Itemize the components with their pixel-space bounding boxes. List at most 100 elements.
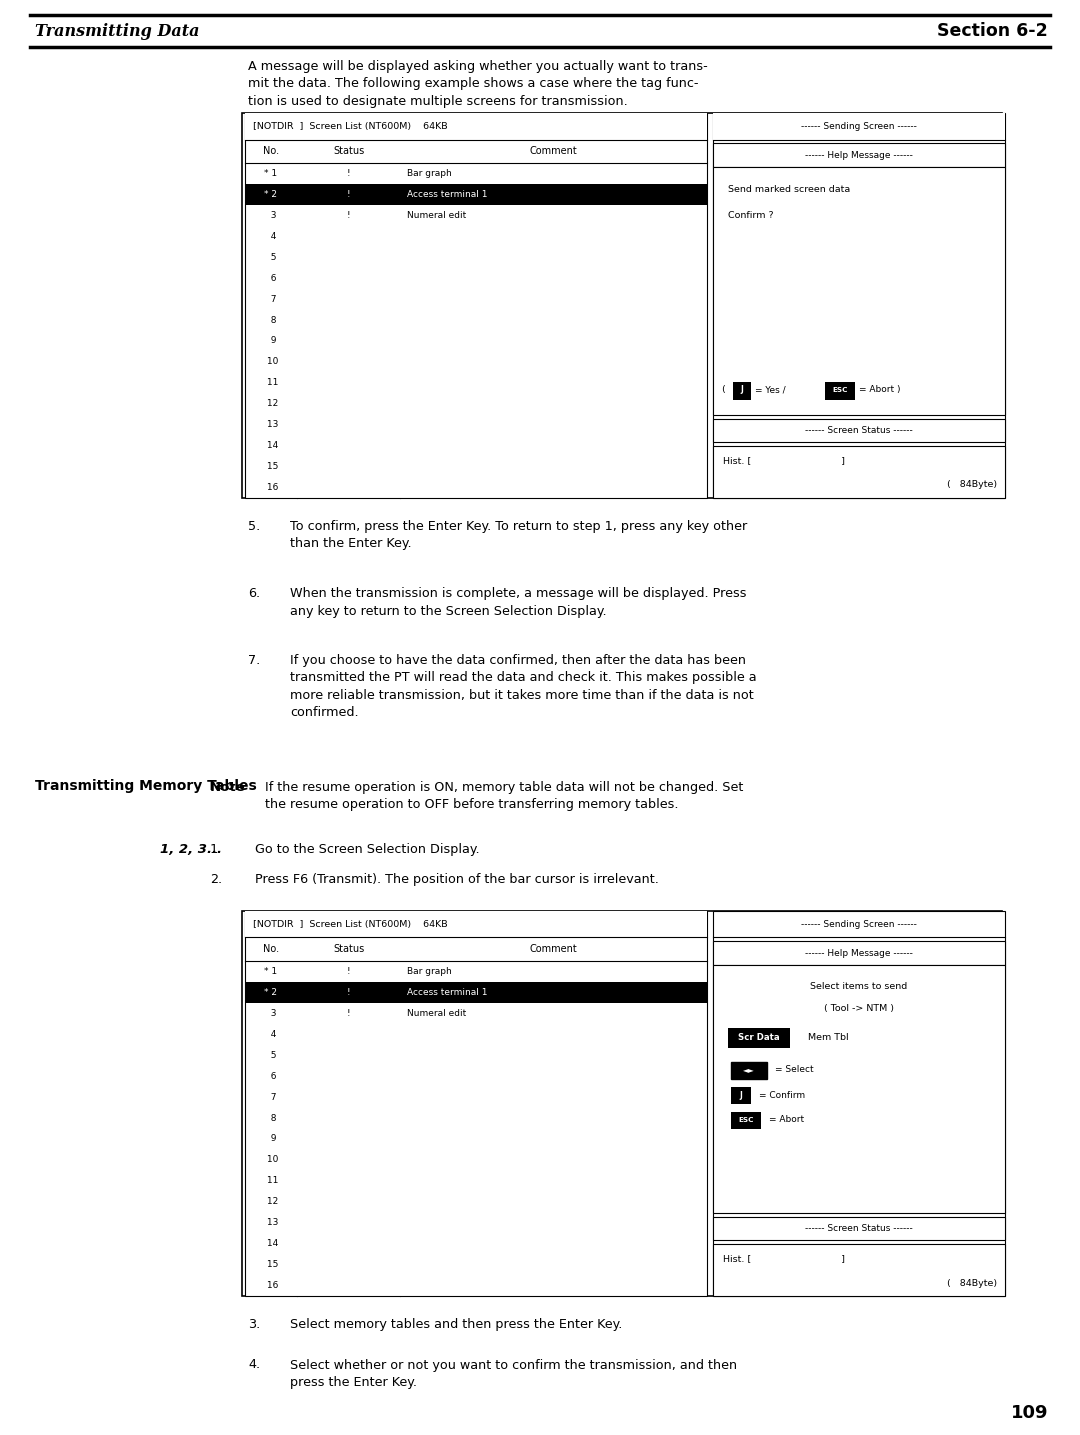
Text: No.: No.: [262, 146, 279, 156]
Text: Hist. [                              ]: Hist. [ ]: [723, 456, 845, 465]
Text: 9: 9: [266, 336, 276, 346]
Bar: [713, 113, 1005, 139]
Text: !: !: [347, 211, 350, 220]
Text: 3: 3: [266, 1009, 276, 1017]
Text: 12: 12: [264, 399, 279, 409]
Text: Status: Status: [333, 944, 364, 954]
Text: * 2: * 2: [265, 189, 278, 199]
Text: 4: 4: [266, 1030, 276, 1039]
Text: = Select: = Select: [775, 1066, 813, 1075]
Text: Bar graph: Bar graph: [407, 169, 451, 178]
Text: 1, 2, 3...: 1, 2, 3...: [160, 842, 222, 857]
Text: 3: 3: [266, 211, 276, 220]
Bar: [245, 911, 707, 1296]
Text: Note: Note: [210, 781, 245, 794]
Text: = Abort: = Abort: [769, 1115, 805, 1125]
Text: Select whether or not you want to confirm the transmission, and then
press the E: Select whether or not you want to confir…: [291, 1359, 738, 1389]
Text: 6.: 6.: [248, 587, 260, 600]
Text: ------ Screen Status ------: ------ Screen Status ------: [805, 1224, 913, 1233]
Text: 5.: 5.: [248, 519, 260, 532]
Bar: [713, 144, 1005, 166]
Text: [NOTDIR  ]  Screen List (NT600M)    64KB: [NOTDIR ] Screen List (NT600M) 64KB: [253, 122, 447, 131]
Bar: [245, 113, 707, 498]
Text: !: !: [347, 987, 350, 997]
Text: (   84Byte): ( 84Byte): [947, 1279, 997, 1287]
Text: 12: 12: [264, 1197, 279, 1207]
Text: ESC: ESC: [833, 386, 848, 393]
Bar: [245, 982, 707, 1003]
Text: 5: 5: [266, 1050, 276, 1059]
Text: ------ Help Message ------: ------ Help Message ------: [805, 151, 913, 159]
Text: Scr Data: Scr Data: [739, 1033, 780, 1042]
Bar: [713, 166, 1005, 415]
Bar: [242, 113, 1002, 498]
Bar: [242, 911, 1002, 1296]
Text: Section 6-2: Section 6-2: [937, 22, 1048, 40]
Text: 14: 14: [264, 441, 279, 451]
Text: J: J: [741, 385, 743, 395]
Text: Numeral edit: Numeral edit: [407, 211, 467, 220]
Text: * 1: * 1: [265, 967, 278, 976]
Text: 14: 14: [264, 1240, 279, 1248]
Bar: [713, 419, 1005, 442]
Bar: [731, 1112, 761, 1128]
Text: 11: 11: [264, 1177, 279, 1185]
Text: 16: 16: [264, 484, 279, 492]
Text: 1.: 1.: [210, 842, 222, 857]
Text: 16: 16: [264, 1281, 279, 1290]
Text: 7: 7: [266, 1092, 276, 1102]
Bar: [713, 941, 1005, 964]
Text: !: !: [347, 1009, 350, 1017]
Text: = Confirm: = Confirm: [759, 1091, 805, 1099]
Text: 8: 8: [266, 1114, 276, 1122]
Bar: [245, 184, 707, 205]
Text: (   84Byte): ( 84Byte): [947, 481, 997, 489]
Text: 13: 13: [264, 420, 279, 429]
Text: 2.: 2.: [210, 872, 222, 885]
Text: !: !: [347, 189, 350, 199]
Text: ------ Help Message ------: ------ Help Message ------: [805, 949, 913, 957]
Text: 7.: 7.: [248, 654, 260, 667]
Text: Press F6 (Transmit). The position of the bar cursor is irrelevant.: Press F6 (Transmit). The position of the…: [255, 872, 659, 885]
Text: 13: 13: [264, 1218, 279, 1227]
Text: [NOTDIR  ]  Screen List (NT600M)    64KB: [NOTDIR ] Screen List (NT600M) 64KB: [253, 920, 447, 928]
Text: 4.: 4.: [248, 1359, 260, 1372]
Text: Confirm ?: Confirm ?: [728, 211, 773, 220]
Text: ------ Screen Status ------: ------ Screen Status ------: [805, 426, 913, 435]
Bar: [713, 446, 1005, 498]
Text: Comment: Comment: [529, 146, 578, 156]
Text: 8: 8: [266, 316, 276, 324]
Text: To confirm, press the Enter Key. To return to step 1, press any key other
than t: To confirm, press the Enter Key. To retu…: [291, 519, 747, 551]
Text: * 2: * 2: [265, 987, 278, 997]
Text: Select memory tables and then press the Enter Key.: Select memory tables and then press the …: [291, 1317, 622, 1332]
Bar: [713, 1244, 1005, 1296]
Text: (: (: [721, 385, 725, 395]
Text: Status: Status: [333, 146, 364, 156]
Text: 4: 4: [266, 232, 276, 241]
Text: If the resume operation is ON, memory table data will not be changed. Set
the re: If the resume operation is ON, memory ta…: [265, 781, 743, 812]
Bar: [731, 1062, 767, 1079]
Text: 11: 11: [264, 379, 279, 387]
Text: Access terminal 1: Access terminal 1: [407, 189, 487, 199]
Text: If you choose to have the data confirmed, then after the data has been
transmitt: If you choose to have the data confirmed…: [291, 654, 757, 719]
Bar: [245, 911, 707, 937]
Bar: [825, 382, 855, 399]
Text: 10: 10: [264, 357, 279, 366]
Text: = Abort ): = Abort ): [859, 385, 901, 395]
Text: = Yes /: = Yes /: [755, 385, 785, 395]
Text: 15: 15: [264, 462, 279, 471]
Text: Transmitting Data: Transmitting Data: [35, 23, 200, 40]
Text: !: !: [347, 967, 350, 976]
Text: Bar graph: Bar graph: [407, 967, 451, 976]
Text: No.: No.: [262, 944, 279, 954]
Text: 9: 9: [266, 1135, 276, 1144]
Text: 6: 6: [266, 274, 276, 283]
Text: Mem Tbl: Mem Tbl: [808, 1033, 849, 1042]
Text: J: J: [740, 1091, 742, 1099]
Bar: [713, 964, 1005, 1213]
Text: !: !: [347, 169, 350, 178]
Text: Transmitting Memory Tables: Transmitting Memory Tables: [35, 779, 257, 794]
Bar: [713, 1217, 1005, 1240]
Text: 7: 7: [266, 294, 276, 304]
Text: 10: 10: [264, 1155, 279, 1164]
